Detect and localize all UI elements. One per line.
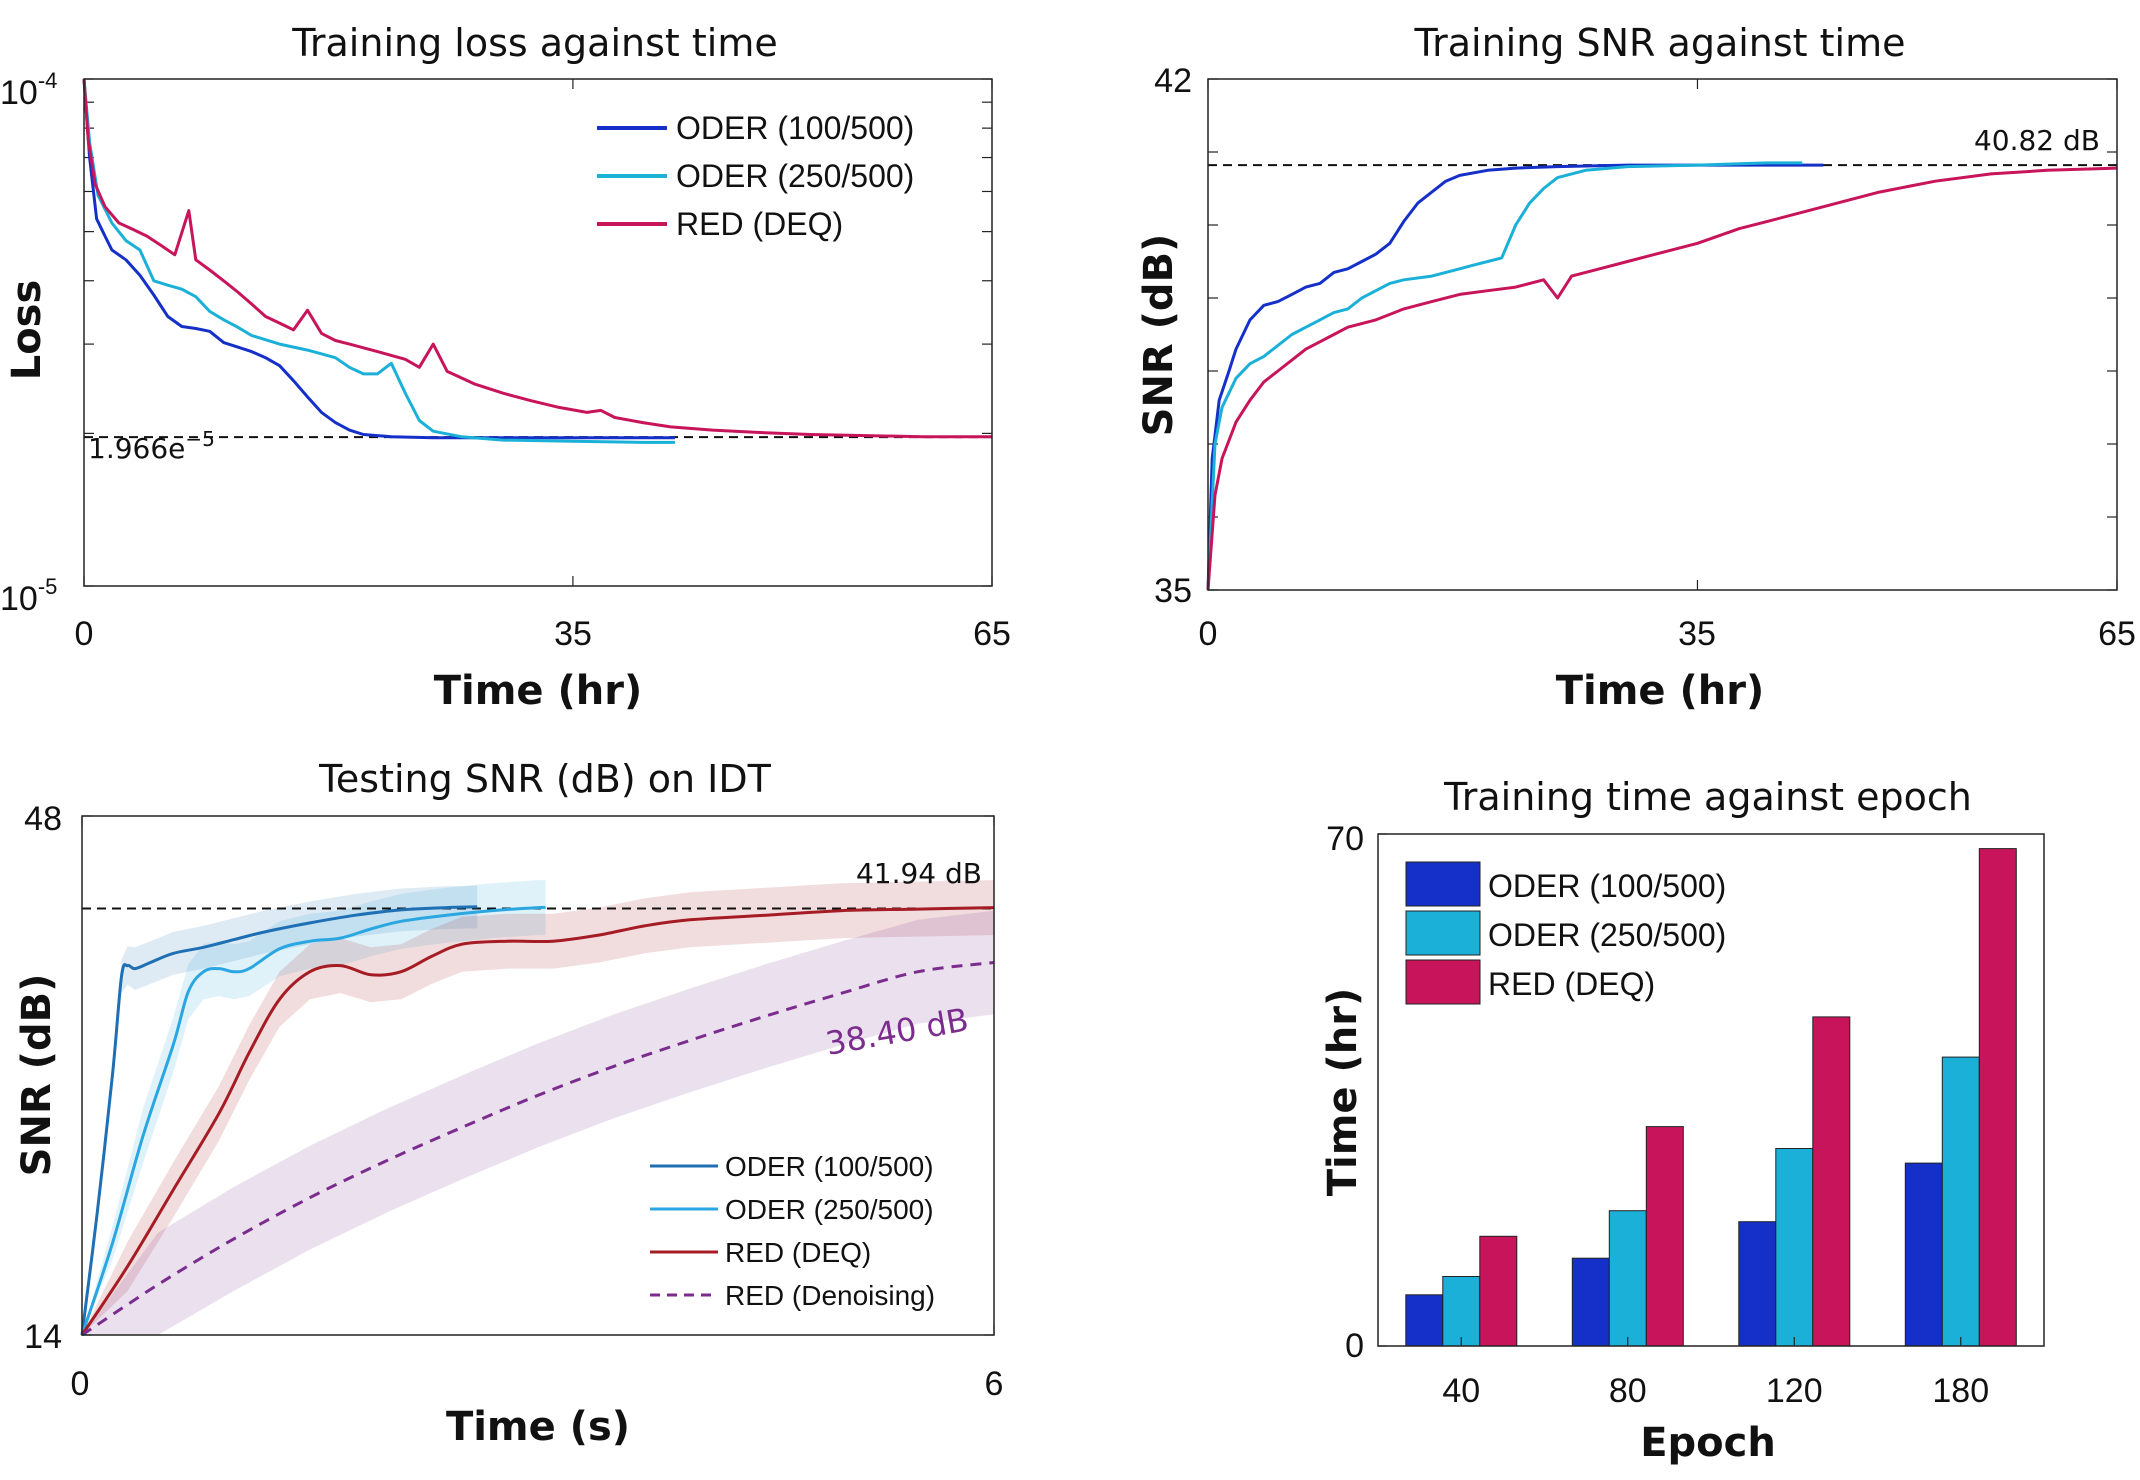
loss-ytick-bottom: 10-5 xyxy=(0,574,57,618)
snr-test-series-test-oder250 xyxy=(80,905,546,1336)
legend-label-bar-red-deq: RED (DEQ) xyxy=(1488,966,1655,1002)
time-epoch-xtick-40: 40 xyxy=(1442,1372,1480,1410)
snr-test-ytick-top: 48 xyxy=(24,800,62,838)
snr-test-ylabel: SNR (dB) xyxy=(14,974,60,1177)
snr-test-plot-area xyxy=(80,815,995,1337)
time-epoch-axes-box xyxy=(1377,833,2045,1347)
loss-series-red-deq xyxy=(82,78,992,439)
snr-test-series-test-oder100 xyxy=(80,905,478,1336)
legend-label-test-oder250: ODER (250/500) xyxy=(725,1194,934,1225)
panel-testing-snr: Testing SNR (dB) on IDT SNR (dB) Time (s… xyxy=(14,757,1003,1450)
loss-xlabel: Time (hr) xyxy=(434,668,643,714)
legend-label-oder250: ODER (250/500) xyxy=(676,158,914,194)
loss-ytick-top: 10-4 xyxy=(0,68,57,112)
time-epoch-category-labels: 40 80 120 180 xyxy=(1442,1372,1989,1410)
panel-time-epoch: Training time against epoch Time (hr) Ep… xyxy=(1320,775,2045,1466)
snr-train-ytick-top: 42 xyxy=(1154,62,1192,100)
snr-train-series-oder250 xyxy=(1206,161,1803,591)
snr-train-series-oder100 xyxy=(1206,163,1824,591)
legend-swatch-bar-oder100 xyxy=(1405,861,1481,907)
snr-test-xlabel: Time (s) xyxy=(446,1404,630,1450)
bar-oder100-epoch-40 xyxy=(1405,1294,1444,1347)
time-epoch-ytick-top: 70 xyxy=(1326,820,1364,858)
loss-xtick-35: 35 xyxy=(554,615,592,653)
loss-xtick-65: 65 xyxy=(973,615,1011,653)
time-epoch-legend: ODER (100/500) ODER (250/500) RED (DEQ) xyxy=(1405,861,1726,1005)
snr-train-xlabel: Time (hr) xyxy=(1556,668,1765,714)
bar-oder250-epoch-120 xyxy=(1775,1148,1814,1347)
bar-oder100-epoch-120 xyxy=(1738,1221,1777,1347)
snr-test-series-test-red-deq xyxy=(80,906,995,1336)
snr-test-band-test-red-deq xyxy=(82,880,994,1335)
bar-red-deq-epoch-180 xyxy=(1978,848,2017,1347)
loss-series-oder100 xyxy=(82,78,675,440)
snr-train-axes-box xyxy=(1207,78,2118,591)
legend-swatch-bar-oder250 xyxy=(1405,910,1481,956)
snr-train-series-red-deq xyxy=(1206,166,2118,591)
legend-label-red-deq: RED (DEQ) xyxy=(676,206,843,242)
bar-oder100-epoch-180 xyxy=(1904,1162,1943,1347)
bar-oder250-epoch-180 xyxy=(1941,1056,1980,1347)
time-epoch-xtick-120: 120 xyxy=(1766,1372,1823,1410)
snr-train-xtick-0: 0 xyxy=(1199,615,1218,653)
snr-train-xtick-35: 35 xyxy=(1678,615,1716,653)
snr-test-axes-box xyxy=(81,815,995,1336)
loss-legend: ODER (100/500) ODER (250/500) RED (DEQ) xyxy=(597,110,914,242)
loss-plot-area xyxy=(82,78,993,587)
snr-test-series-test-red-den xyxy=(81,961,995,1337)
bar-red-deq-epoch-40 xyxy=(1479,1235,1518,1347)
legend-label-bar-oder250: ODER (250/500) xyxy=(1488,917,1726,953)
snr-test-legend: ODER (100/500) ODER (250/500) RED (DEQ) … xyxy=(650,1151,935,1311)
legend-label-bar-oder100: ODER (100/500) xyxy=(1488,868,1726,904)
legend-label-test-red-denoising: RED (Denoising) xyxy=(725,1280,935,1311)
loss-series-oder250 xyxy=(82,78,675,444)
snr-train-title: Training SNR against time xyxy=(1413,21,1905,65)
snr-test-title: Testing SNR (dB) on IDT xyxy=(318,757,772,801)
legend-label-oder100: ODER (100/500) xyxy=(676,110,914,146)
panel-training-snr: Training SNR against time SNR (dB) Time … xyxy=(1136,21,2136,714)
legend-label-test-red-deq: RED (DEQ) xyxy=(725,1237,871,1268)
bar-red-deq-epoch-120 xyxy=(1812,1016,1851,1347)
time-epoch-xtick-180: 180 xyxy=(1932,1372,1989,1410)
snr-test-xtick-0: 0 xyxy=(71,1365,90,1403)
time-epoch-ytick-bottom: 0 xyxy=(1345,1327,1364,1365)
snr-test-band-test-oder250 xyxy=(82,880,546,1335)
legend-label-test-oder100: ODER (100/500) xyxy=(725,1151,934,1182)
panel-training-loss: Training loss against time Loss Time (hr… xyxy=(0,21,1011,714)
snr-train-ylabel: SNR (dB) xyxy=(1136,234,1182,437)
time-epoch-title: Training time against epoch xyxy=(1443,775,1972,819)
snr-train-xtick-65: 65 xyxy=(2098,615,2136,653)
snr-train-ytick-bottom: 35 xyxy=(1154,572,1192,610)
bar-oder250-epoch-80 xyxy=(1608,1210,1647,1347)
snr-test-xtick-6: 6 xyxy=(985,1365,1004,1403)
loss-ylabel: Loss xyxy=(4,280,50,381)
loss-annotation: 1.966e−5 xyxy=(88,427,215,465)
bar-oder250-epoch-40 xyxy=(1442,1276,1481,1347)
time-epoch-ylabel: Time (hr) xyxy=(1320,988,1366,1197)
time-epoch-xlabel: Epoch xyxy=(1640,1420,1776,1466)
loss-axes-box xyxy=(83,78,993,587)
snr-test-annotation: 41.94 dB xyxy=(856,857,982,890)
snr-train-annotation: 40.82 dB xyxy=(1974,124,2100,157)
loss-title: Training loss against time xyxy=(291,21,777,65)
time-epoch-xtick-80: 80 xyxy=(1609,1372,1647,1410)
snr-test-ytick-bottom: 14 xyxy=(24,1318,62,1356)
bar-red-deq-epoch-80 xyxy=(1645,1126,1684,1347)
loss-xtick-0: 0 xyxy=(75,615,94,653)
snr-train-plot-area xyxy=(1206,78,2118,591)
legend-swatch-bar-red-deq xyxy=(1405,959,1481,1005)
snr-test-band-test-red-den xyxy=(82,910,994,1335)
bar-oder100-epoch-80 xyxy=(1571,1257,1610,1347)
